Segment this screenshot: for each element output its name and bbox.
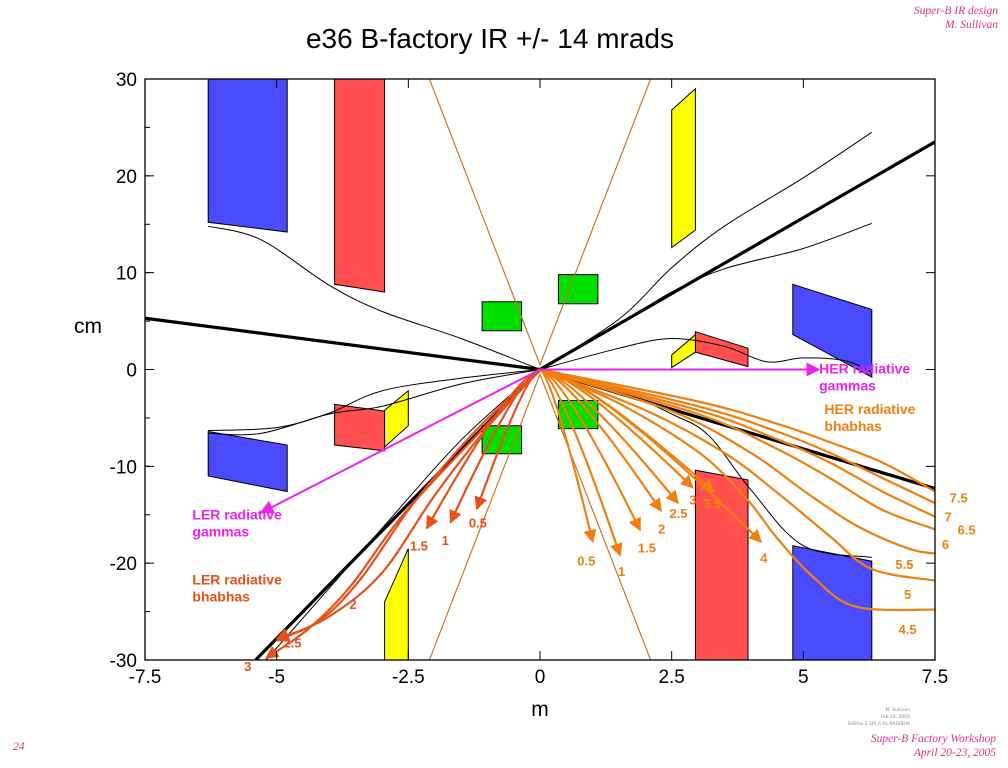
her-bhabha-label-2.5: 2.5 (669, 506, 687, 521)
her-bhabha-label-0.5: 0.5 (577, 553, 595, 568)
y-axis-label: cm (74, 315, 102, 338)
slide-header: Super-B IR design M. Sullivan (914, 4, 998, 32)
magnet-yellow-14 (384, 548, 409, 660)
footer-line-2: April 20-23, 2005 (913, 747, 996, 759)
ler-radiative-gammas-arrow (259, 368, 541, 514)
stamp-line-3: SoBfoe 2 SM_6 RL RAD/BHA (848, 721, 911, 727)
her-bhabha-track-7 (539, 368, 935, 505)
her-bhabha-label-3: 3 (689, 492, 696, 507)
her-bhabha-label-1: 1 (618, 564, 625, 579)
y-tick-label--30: -30 (110, 651, 137, 672)
her-bhabha-track-4.5 (539, 368, 935, 612)
ler-bhabha-track-3 (265, 368, 541, 660)
her-bhabha-label-7: 7 (945, 510, 952, 525)
her-bhabha-track-1.5 (539, 368, 642, 532)
her-bhabha-label-3.5: 3.5 (703, 496, 721, 511)
magnet-blue-1 (207, 79, 288, 233)
y-tick-label--20: -20 (110, 554, 137, 575)
x-axis-label: m (531, 698, 549, 721)
y-tick-label-10: 10 (116, 264, 137, 285)
y-tick-label--10: -10 (110, 457, 137, 478)
footer-line-1: Super-B Factory Workshop (870, 733, 996, 745)
y-tick-label-30: 30 (116, 70, 137, 91)
beam-envelope-1 (208, 225, 541, 370)
her-bhabha-label-4: 4 (760, 550, 768, 565)
plot-body (145, 79, 935, 660)
ler-radiative-bhabhas-label: LER radiative bhabhas (192, 571, 282, 604)
ler-bhabha-label-3: 3 (244, 659, 251, 674)
beam-envelope-2 (539, 131, 873, 370)
magnet-yellow-9 (671, 333, 696, 369)
her-bhabha-track-7.5 (539, 368, 935, 493)
her-radiative-bhabhas-label: HER radiative bhabhas (824, 401, 915, 434)
her-bhabha-track-5 (539, 368, 935, 582)
her-bhabha-track-1 (539, 368, 623, 557)
magnet-blue-10 (792, 283, 873, 379)
magnet-red-2 (334, 79, 386, 293)
her-bhabha-label-5.5: 5.5 (895, 557, 913, 572)
her-bhabha-label-5: 5 (904, 587, 911, 602)
stamp-line-2: Feb 24, 2004 (881, 714, 911, 720)
magnet-blue-11 (207, 430, 288, 493)
x-tick-label-2.5: 2.5 (658, 667, 684, 688)
y-tick-label-20: 20 (116, 167, 137, 188)
magnet-yellow-13 (384, 389, 409, 449)
her-bhabha-label-6.5: 6.5 (958, 522, 976, 537)
her-bhabha-label-6: 6 (942, 537, 949, 552)
x-tick-label--7.5: -7.5 (129, 667, 162, 688)
her-bhabha-label-2: 2 (658, 521, 665, 536)
y-tick-label-0: 0 (126, 361, 137, 382)
her-bhabha-label-7.5: 7.5 (950, 490, 968, 505)
ler-bhabha-track-2 (275, 368, 541, 642)
page-number: 24 (13, 741, 25, 753)
axes: -7.5 -5 -2.5 0 2.5 5 7.5 30 20 10 0 -10 -20 -30 (110, 70, 949, 688)
detector-cone-line-1 (428, 79, 652, 367)
x-tick-label-7.5: 7.5 (922, 667, 948, 688)
ler-radiative-gammas-label: LER radiative gammas (192, 507, 282, 540)
slide-footer: Super-B Factory Workshop April 20-23, 20… (871, 732, 996, 760)
plot-overlay: 0.511.522.530.511.522.53 3.544.555.566.57… (192, 360, 975, 673)
stamp-line-1: M. Sullivan (886, 707, 911, 713)
magnet-blue-16 (792, 545, 873, 660)
x-tick-label-5: 5 (798, 667, 809, 688)
x-tick-label--5: -5 (268, 667, 285, 688)
magnet-green-5 (557, 274, 599, 305)
her-bhabha-track-6.5 (539, 368, 935, 518)
her-bhabha-track-0.5 (539, 368, 597, 544)
ler-bhabha-track-2.5 (275, 368, 541, 641)
ler-bhabha-label-1: 1 (442, 533, 449, 548)
header-line-2: M. Sullivan (944, 19, 998, 31)
her-bhabha-track-6 (539, 368, 935, 531)
magnet-yellow-3 (671, 87, 696, 249)
chart-title: e36 B-factory IR +/- 14 mrads (306, 23, 674, 54)
her-bhabha-track-5.5 (539, 368, 935, 555)
beam-envelope-5 (208, 369, 541, 431)
her-radiative-gammas-label: HER radiative gammas (819, 360, 910, 393)
detector-cone-line-2 (428, 372, 652, 660)
ler-bhabha-label-1.5: 1.5 (410, 539, 428, 554)
beam-envelope-6 (208, 369, 541, 436)
beam-envelope-7 (265, 369, 541, 660)
x-tick-label-0: 0 (535, 667, 546, 688)
ler-bhabha-label-0.5: 0.5 (469, 515, 487, 530)
header-line-1: Super-B IR design (913, 5, 998, 17)
her-bhabha-label-1.5: 1.5 (638, 541, 656, 556)
x-tick-label--2.5: -2.5 (392, 667, 425, 688)
magnet-red-8 (694, 331, 749, 368)
ler-bhabha-label-2: 2 (349, 597, 356, 612)
beam-envelope-4 (539, 337, 873, 373)
magnet-green-4 (481, 301, 523, 332)
her-bhabha-label-4.5: 4.5 (899, 622, 917, 637)
ler-bhabha-label-2.5: 2.5 (283, 636, 301, 651)
